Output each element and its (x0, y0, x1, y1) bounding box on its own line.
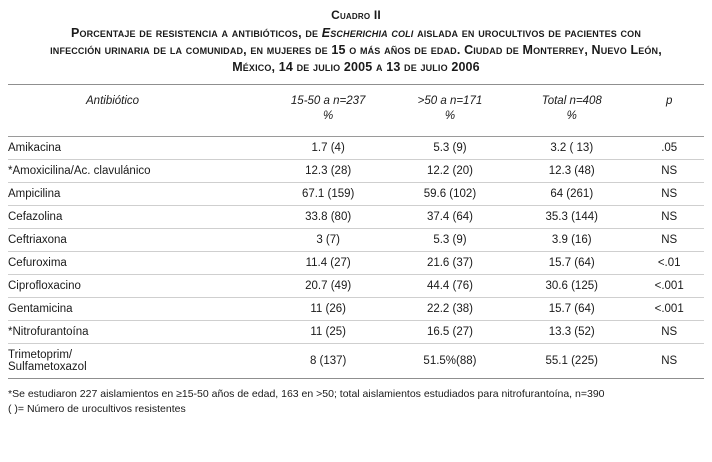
value-group1: 33.8 (80) (305, 211, 352, 223)
value-total: 12.3 (48) (548, 165, 595, 177)
value-total: 35.3 (144) (545, 211, 598, 223)
value-group1: 8 (137) (309, 355, 347, 367)
antibiotic-name: Cefazolina (8, 211, 63, 223)
value-group1: 3 (7) (316, 234, 340, 246)
footnotes: *Se estudiaron 227 aislamientos en ≥15-5… (8, 387, 704, 417)
value-group2: 16.5 (27) (426, 326, 473, 338)
table-row: Cefuroxima 11.4 (27) 21.6 (37) 15.7 (64) <.0… (8, 251, 704, 275)
table-body: Amikacina 1.7 (4) 5.3 (9) 3.2 ( 13) .05 *Amox… (8, 137, 704, 379)
value-group1: 12.3 (28) (305, 165, 352, 177)
antibiotic-name: Ampicilina (8, 188, 61, 200)
footnote-parentheses: ( )= Número de urocultivos resistentes (8, 403, 186, 415)
value-p: <.001 (654, 280, 684, 292)
value-p: <.001 (654, 303, 684, 315)
value-total: 3.9 (16) (551, 234, 592, 246)
column-sub-group2: % (444, 110, 456, 122)
table-row: Ceftriaxona 3 (7) 5.3 (9) 3.9 (16) NS (8, 228, 704, 252)
value-total: 55.1 (225) (545, 355, 598, 367)
table-title: Porcentaje de resistencia a antibióticos… (46, 25, 666, 76)
column-sub-p (634, 107, 704, 137)
value-group2: 5.3 (9) (433, 234, 467, 246)
value-group1: 1.7 (4) (311, 142, 345, 154)
value-total: 30.6 (125) (545, 280, 598, 292)
value-total: 15.7 (64) (548, 257, 595, 269)
table-caption: Cuadro II (331, 8, 381, 22)
value-p: NS (661, 211, 678, 223)
header-label-row: Antibiótico 15-50 a n=237 >50 a n=171 To… (8, 85, 704, 107)
antibiotic-name: Gentamicina (8, 303, 73, 315)
value-group1: 11.4 (27) (305, 257, 351, 269)
column-sub-antibiotic (8, 107, 266, 137)
value-group2: 59.6 (102) (423, 188, 477, 200)
table-row: *Nitrofurantoína 11 (25) 16.5 (27) 13.3 (52… (8, 320, 704, 344)
value-group2: 51.5%(88) (423, 355, 477, 367)
table-row: Amikacina 1.7 (4) 5.3 (9) 3.2 ( 13) .05 (8, 137, 704, 160)
value-p: NS (661, 165, 678, 177)
header-percent-row: % % % (8, 107, 704, 137)
column-header-group1: 15-50 a n=237 (290, 95, 366, 107)
column-header-total: Total n=408 (541, 95, 602, 107)
value-group2: 12.2 (20) (426, 165, 473, 177)
footnote-asterisk: *Se estudiaron 227 aislamientos en ≥15-5… (8, 388, 605, 400)
value-group1: 11 (25) (310, 326, 346, 338)
value-p: <.01 (657, 257, 681, 269)
value-group2: 44.4 (76) (426, 280, 473, 292)
table-row: Trimetoprim/ Sulfametoxazol 8 (137) 51.5%(… (8, 343, 704, 379)
table-row: Ampicilina 67.1 (159) 59.6 (102) 64 (261) NS (8, 182, 704, 206)
antibiotic-name: *Nitrofurantoína (8, 326, 89, 338)
value-total: 13.3 (52) (548, 326, 595, 338)
antibiotic-name: Trimetoprim/ Sulfametoxazol (8, 349, 87, 373)
column-sub-total: % (566, 110, 577, 122)
resistance-table: Antibiótico 15-50 a n=237 >50 a n=171 To… (8, 84, 704, 379)
table-row: Ciprofloxacino 20.7 (49) 44.4 (76) 30.6 (12… (8, 274, 704, 298)
value-total: 3.2 ( 13) (550, 142, 594, 154)
value-p: NS (661, 326, 678, 338)
antibiotic-name: Cefuroxima (8, 257, 67, 269)
value-p: NS (661, 188, 678, 200)
value-group2: 37.4 (64) (426, 211, 473, 223)
value-p: .05 (661, 142, 678, 154)
table-row: Gentamicina 11 (26) 22.2 (38) 15.7 (64) <.00… (8, 297, 704, 321)
title-text: Porcentaje de resistencia a antibióticos… (71, 26, 322, 40)
antibiotic-name: Amikacina (8, 142, 62, 154)
antibiotic-name: Ceftriaxona (8, 234, 67, 246)
value-p: NS (661, 234, 678, 246)
table-row: Cefazolina 33.8 (80) 37.4 (64) 35.3 (144) NS (8, 205, 704, 229)
value-group1: 67.1 (159) (301, 188, 355, 200)
column-sub-group1: % (323, 110, 334, 122)
column-header-antibiotic: Antibiótico (86, 95, 140, 107)
antibiotic-name: *Amoxicilina/Ac. clavulánico (8, 165, 151, 177)
antibiotic-name: Ciprofloxacino (8, 280, 81, 292)
value-p: NS (661, 355, 678, 367)
column-header-group2: >50 a n=171 (417, 95, 483, 107)
value-group1: 11 (26) (310, 303, 346, 315)
title-species-italic: Escherichia coli (321, 26, 414, 40)
value-group2: 21.6 (37) (426, 257, 473, 269)
table-row: *Amoxicilina/Ac. clavulánico 12.3 (28) 12.… (8, 159, 704, 183)
column-header-p: p (665, 95, 673, 107)
table-header: Antibiótico 15-50 a n=237 >50 a n=171 To… (8, 85, 704, 137)
value-group1: 20.7 (49) (305, 280, 352, 292)
value-group2: 22.2 (38) (426, 303, 473, 315)
value-total: 64 (261) (550, 188, 594, 200)
value-total: 15.7 (64) (548, 303, 595, 315)
value-group2: 5.3 (9) (433, 142, 467, 154)
title-text-cont: aislada en urocultivos de pacientes con … (50, 26, 662, 74)
